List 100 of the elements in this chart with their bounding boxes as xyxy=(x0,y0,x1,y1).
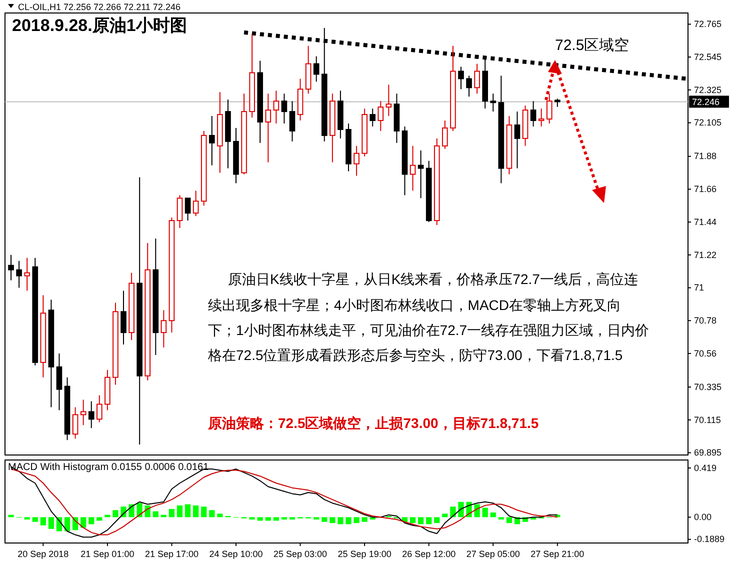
x-tick-label: 26 Sep 12:00 xyxy=(402,549,456,560)
bar xyxy=(32,517,38,522)
bar xyxy=(80,517,86,528)
annotation: 原油日K线收十字星，从日K线来看，价格承压72.7一线后，高位连 xyxy=(228,271,638,287)
bar xyxy=(346,517,352,524)
annotation: 原油策略：72.5区域做空，止损73.00，目标71.8,71.5 xyxy=(207,415,539,431)
candlestick xyxy=(24,257,30,292)
candlestick xyxy=(442,120,448,150)
candlestick xyxy=(458,66,464,90)
bar xyxy=(314,517,320,520)
bar xyxy=(48,517,54,529)
bar xyxy=(450,506,456,518)
y-tick-label: 72.765 xyxy=(694,19,722,30)
x-tick-label: 27 Sep 05:00 xyxy=(466,549,520,560)
x-tick-label: 25 Sep 03:00 xyxy=(274,549,328,560)
candlestick xyxy=(88,400,94,429)
candlestick xyxy=(281,93,288,124)
candlestick xyxy=(80,399,86,426)
candlestick xyxy=(56,352,62,411)
annotation: 续出现多根十字星；4小时图布林线收口，MACD在零轴上方死叉向 xyxy=(208,297,622,313)
candlestick xyxy=(378,100,384,132)
bar xyxy=(273,517,279,521)
candlestick xyxy=(546,93,552,124)
candlestick xyxy=(273,90,280,124)
bar xyxy=(281,517,288,520)
candlestick xyxy=(265,93,272,163)
candlestick xyxy=(313,56,320,82)
bar xyxy=(96,517,102,521)
bar xyxy=(217,514,223,518)
candlestick xyxy=(16,260,22,288)
candlestick xyxy=(538,108,544,127)
bar xyxy=(490,512,496,518)
candlestick xyxy=(72,406,78,440)
y-tick-label: 70.56 xyxy=(694,348,717,358)
x-tick-label: 21 Sep 01:00 xyxy=(80,549,134,560)
candlestick xyxy=(192,190,199,217)
candlestick xyxy=(160,310,167,348)
x-tick-label: 20 Sep 2018 xyxy=(18,549,69,560)
candlestick xyxy=(530,100,536,127)
candlestick xyxy=(120,290,126,345)
x-tick-label: 24 Sep 10:00 xyxy=(209,549,263,560)
bar xyxy=(289,517,296,520)
bar xyxy=(410,517,416,524)
candlestick xyxy=(490,93,496,112)
bar xyxy=(249,517,255,520)
candlestick xyxy=(514,111,520,169)
y-tick-label: 71.88 xyxy=(694,151,717,162)
bar xyxy=(88,517,94,524)
annotation: 格在72.5位置形成看跌形态后参与空头，防守73.00，下看71.8,71.5 xyxy=(207,347,623,363)
bar xyxy=(168,508,175,518)
bar xyxy=(354,517,360,524)
candlestick xyxy=(289,100,296,142)
bar xyxy=(104,514,110,518)
y-tick-label: 72.105 xyxy=(694,118,722,128)
bar xyxy=(458,502,464,518)
candlestick xyxy=(410,145,416,192)
bar xyxy=(24,517,30,520)
y-tick-label: 0.00 xyxy=(694,512,712,522)
y-tick-label: 71.66 xyxy=(694,184,717,194)
bar xyxy=(322,517,328,522)
bar xyxy=(152,511,158,518)
x-tick-label: 27 Sep 21:00 xyxy=(530,549,584,560)
candlestick xyxy=(354,145,360,176)
y-tick-label: 70.335 xyxy=(694,382,722,392)
candlestick xyxy=(96,394,102,423)
y-tick-label: 71.44 xyxy=(694,216,717,227)
bar xyxy=(8,514,14,518)
bar xyxy=(498,517,504,520)
bar xyxy=(257,517,263,521)
candlestick xyxy=(466,75,472,98)
candlestick xyxy=(8,254,14,281)
y-tick-label: -0.1889 xyxy=(694,534,725,544)
bar xyxy=(265,517,271,521)
bar xyxy=(40,517,46,526)
y-tick-label: 71.22 xyxy=(694,250,717,260)
candlestick xyxy=(474,63,480,94)
bar xyxy=(442,514,448,518)
y-tick-label: 72.545 xyxy=(694,52,722,62)
bar xyxy=(482,508,488,518)
bar xyxy=(112,510,118,518)
candlestick xyxy=(184,198,191,222)
y-tick-label: 72.325 xyxy=(694,84,722,95)
candlestick xyxy=(176,194,183,229)
x-tick-label: 25 Sep 19:00 xyxy=(338,549,392,560)
y-tick-label: 69.895 xyxy=(694,448,722,458)
bar xyxy=(426,517,432,524)
chart-title: MACD With Histogram 0.0155 0.0006 0.0161 xyxy=(8,462,210,473)
candlestick xyxy=(418,150,424,199)
bar xyxy=(184,504,191,518)
bar xyxy=(201,506,207,518)
annotation: 下；1小时图布林线走平，可见油价在72.7一线存在强阻力区域，日内价 xyxy=(208,322,650,338)
bar xyxy=(209,510,215,518)
bar xyxy=(193,505,199,518)
candlestick xyxy=(208,116,215,166)
y-tick-label: 0.419 xyxy=(694,462,717,473)
bar xyxy=(434,517,440,524)
candlestick xyxy=(386,84,392,117)
y-tick-label: 71 xyxy=(694,282,704,293)
bar xyxy=(418,517,424,524)
bar xyxy=(362,517,368,522)
